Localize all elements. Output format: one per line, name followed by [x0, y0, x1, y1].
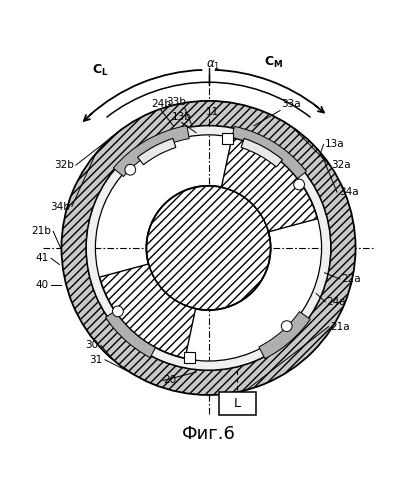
- Text: 13a: 13a: [324, 140, 344, 149]
- Text: 22a: 22a: [341, 274, 361, 284]
- Text: $\mathbf{C_L}$: $\mathbf{C_L}$: [92, 63, 108, 78]
- Text: Фиг.6: Фиг.6: [181, 426, 236, 444]
- Text: 24a: 24a: [327, 297, 346, 307]
- Wedge shape: [61, 101, 356, 395]
- Text: 33a: 33a: [281, 99, 301, 109]
- Text: 40: 40: [36, 280, 49, 290]
- Text: 34b: 34b: [50, 202, 70, 211]
- Circle shape: [113, 306, 123, 316]
- Wedge shape: [113, 126, 189, 176]
- FancyBboxPatch shape: [184, 352, 195, 362]
- Wedge shape: [86, 126, 331, 370]
- Circle shape: [146, 186, 271, 310]
- Text: 31: 31: [90, 355, 103, 365]
- Text: 11: 11: [206, 108, 219, 118]
- Wedge shape: [138, 138, 176, 164]
- Text: 20: 20: [163, 376, 176, 386]
- Text: 21b: 21b: [31, 226, 51, 236]
- Text: 24b: 24b: [151, 99, 171, 109]
- Wedge shape: [106, 310, 156, 358]
- Wedge shape: [241, 138, 283, 167]
- Text: 34a: 34a: [339, 187, 359, 197]
- Wedge shape: [259, 312, 310, 358]
- Text: $\alpha_1$: $\alpha_1$: [206, 59, 220, 72]
- Text: 32b: 32b: [54, 160, 74, 170]
- Text: $\mathbf{C_M}$: $\mathbf{C_M}$: [264, 55, 283, 70]
- Text: 21a: 21a: [331, 322, 350, 332]
- Text: 32a: 32a: [331, 160, 350, 170]
- Wedge shape: [231, 126, 306, 180]
- Circle shape: [125, 164, 136, 175]
- Text: 30: 30: [85, 340, 99, 350]
- FancyBboxPatch shape: [219, 392, 256, 415]
- Circle shape: [281, 320, 292, 332]
- Wedge shape: [221, 138, 317, 232]
- Text: 13b: 13b: [172, 112, 191, 122]
- Text: L: L: [234, 397, 241, 410]
- Text: 41: 41: [36, 254, 49, 264]
- Wedge shape: [100, 264, 196, 358]
- FancyBboxPatch shape: [222, 133, 233, 144]
- Text: 33b: 33b: [166, 97, 186, 107]
- Circle shape: [294, 179, 304, 190]
